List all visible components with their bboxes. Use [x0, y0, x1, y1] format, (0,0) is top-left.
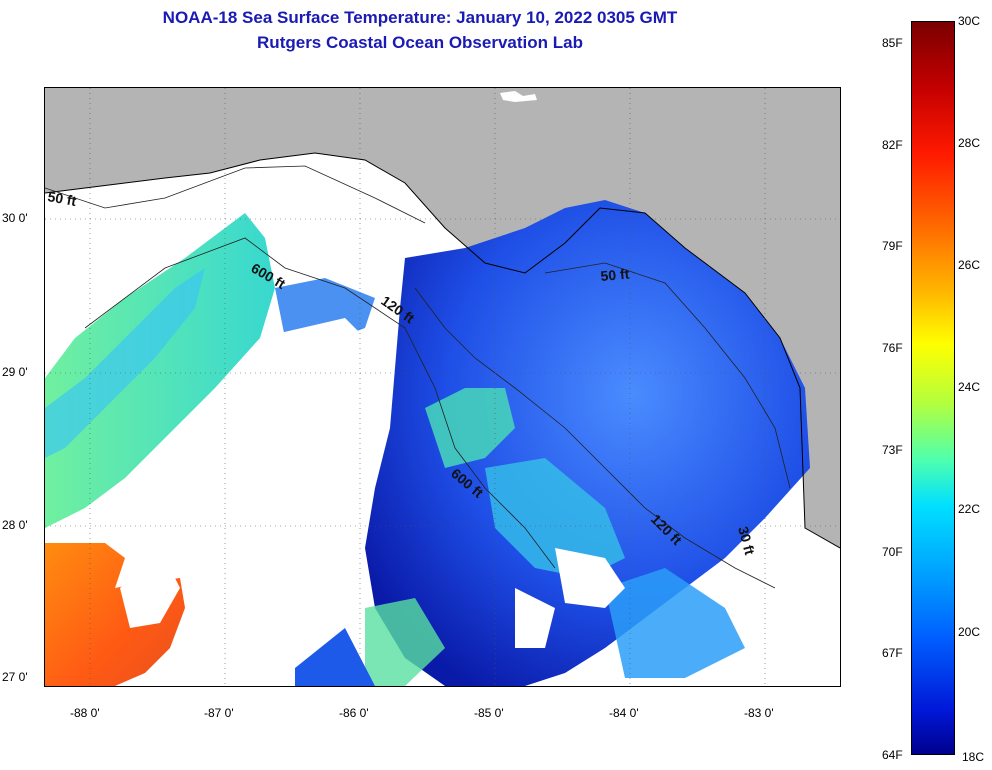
- fahrenheit-label: 79F: [882, 239, 903, 253]
- contour-line: [84, 237, 556, 569]
- lat-label: 30 0': [2, 211, 28, 225]
- fahrenheit-label: 73F: [882, 443, 903, 457]
- lon-label: -87 0': [204, 706, 234, 720]
- contour-label: 50 ft: [46, 188, 77, 209]
- fahrenheit-label: 67F: [882, 646, 903, 660]
- celsius-label: 24C: [958, 380, 981, 394]
- sst-map: 50 ft 600 ft 120 ft 50 ft 600 ft 120 ft …: [44, 87, 841, 687]
- contour-line: [544, 262, 791, 489]
- chart-title: NOAA-18 Sea Surface Temperature: January…: [162, 8, 678, 27]
- contour-line: [414, 287, 776, 589]
- lat-label: 27 0': [2, 670, 28, 684]
- celsius-label: 20C: [958, 625, 981, 639]
- lon-label: -86 0': [339, 706, 369, 720]
- fahrenheit-label: 76F: [882, 341, 903, 355]
- celsius-label: 18C: [962, 750, 985, 764]
- chart-subtitle: Rutgers Coastal Ocean Observation Lab: [257, 33, 583, 52]
- celsius-label: 22C: [958, 502, 981, 516]
- fahrenheit-label: 70F: [882, 545, 903, 559]
- fahrenheit-label: 82F: [882, 138, 903, 152]
- sst-map-canvas: 50 ft 600 ft 120 ft 50 ft 600 ft 120 ft …: [45, 88, 840, 686]
- lon-label: -88 0': [70, 706, 100, 720]
- celsius-label: 30C: [958, 14, 981, 28]
- warm-water-region: [45, 543, 185, 686]
- lat-label: 29 0': [2, 365, 28, 379]
- contour-label: 50 ft: [600, 266, 630, 284]
- lon-label: -84 0': [609, 706, 639, 720]
- celsius-label: 28C: [958, 136, 981, 150]
- fahrenheit-label: 64F: [882, 748, 903, 762]
- lon-label: -85 0': [474, 706, 504, 720]
- coastline: [45, 152, 840, 549]
- contour-line: [45, 165, 426, 224]
- color-scale-bar: [911, 21, 955, 755]
- western-water-region: [45, 213, 275, 528]
- fahrenheit-label: 85F: [882, 36, 903, 50]
- contour-label: 30 ft: [735, 525, 758, 557]
- lon-label: -83 0': [744, 706, 774, 720]
- land-mass: [45, 88, 840, 548]
- lat-label: 28 0': [2, 518, 28, 532]
- celsius-label: 26C: [958, 258, 981, 272]
